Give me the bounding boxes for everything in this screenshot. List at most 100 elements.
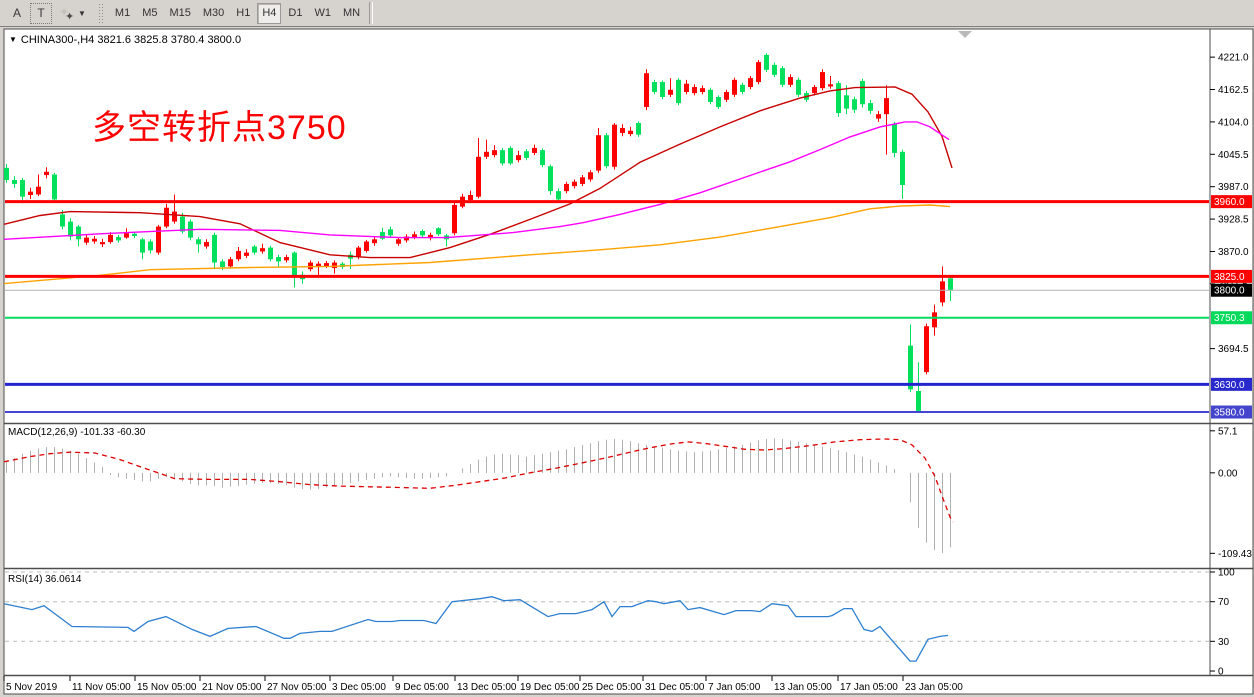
candle-down [916, 362, 921, 414]
candle-body [268, 247, 273, 260]
price-badge-text: 3800.0 [1214, 286, 1245, 297]
candle-body [332, 262, 337, 269]
candle-down [148, 239, 153, 254]
candle-body [212, 234, 217, 263]
tf-button-mn[interactable]: MN [338, 3, 365, 24]
macd-axis[interactable]: 57.1 0.00 -109.43 [1210, 426, 1252, 560]
candle-body [740, 84, 745, 93]
candle-body [684, 83, 689, 93]
candle-body [468, 194, 473, 200]
date-axis[interactable]: 5 Nov 2019 11 Nov 05:00 15 Nov 05:00 21 Nov… [3, 676, 963, 693]
candle-up [452, 202, 457, 236]
candle-body [732, 79, 737, 95]
candle-body [372, 239, 377, 244]
candle-body [548, 166, 553, 192]
macd-histogram [6, 438, 951, 554]
candle-down [676, 78, 681, 106]
candle-down [796, 77, 801, 97]
candle-up [828, 75, 833, 89]
arrows-style-button[interactable]: ✦ ✦ ▼ [54, 2, 91, 25]
candle-down [116, 234, 121, 243]
price-axis[interactable]: 4221.0 4162.5 4104.0 4045.5 3987.0 3928.5 3870… [1210, 53, 1252, 419]
tf-button-m5[interactable]: M5 [137, 3, 162, 24]
toolbar-grip[interactable] [97, 3, 105, 23]
candle-body [260, 248, 265, 252]
price-tick-label: 3870.0 [1218, 247, 1249, 258]
candle-body [252, 246, 257, 253]
price-badge-text: 3825.0 [1214, 272, 1245, 283]
ma-fast-orange [3, 204, 951, 285]
price-tick-label: 4104.0 [1218, 117, 1249, 128]
candle-body [900, 151, 905, 186]
candle-body [884, 98, 889, 115]
candle-body [228, 259, 233, 267]
chart-annotation-text[interactable]: 多空转折点3750 [92, 109, 347, 147]
candle-body [852, 99, 857, 110]
tf-button-w1[interactable]: W1 [309, 3, 336, 24]
candle-down [52, 172, 57, 203]
tf-button-m30[interactable]: M30 [198, 3, 229, 24]
candle-body [516, 155, 521, 161]
candle-up [476, 137, 481, 199]
candle-body [836, 83, 841, 114]
candle-down [548, 164, 553, 195]
tf-button-h4[interactable]: H4 [257, 2, 282, 24]
candle-down [268, 245, 273, 262]
tf-button-m1[interactable]: M1 [110, 3, 135, 24]
candle-body [948, 278, 953, 291]
price-badge-3750.3: 3750.3 [1211, 311, 1252, 325]
candle-body [764, 54, 769, 70]
text-tool-button[interactable]: T [30, 2, 52, 24]
candle-up [884, 85, 889, 155]
candle-up [924, 323, 929, 375]
candle-up [164, 203, 169, 229]
rsi-axis[interactable]: 100 70 30 0 [1210, 567, 1235, 678]
candle-body [748, 78, 753, 88]
chart-shift-marker-icon[interactable] [958, 31, 972, 38]
ma-slow-darkred [3, 86, 953, 259]
date-tick-label: 31 Dec 05:00 [645, 682, 705, 693]
ma-mid-magenta [3, 121, 950, 240]
candle-down [948, 275, 953, 302]
collapse-triangle-icon[interactable]: ▼ [9, 35, 17, 44]
annotate-text-button[interactable]: A [6, 3, 28, 24]
price-tick-label: 4221.0 [1218, 53, 1249, 64]
candle-body [100, 242, 105, 245]
candle-body [556, 191, 561, 200]
toolbar: A T ✦ ✦ ▼ M1 M5 M15 M30 H1 H4 D1 W1 MN [0, 0, 1254, 27]
tf-button-d1[interactable]: D1 [283, 3, 307, 24]
candle-body [924, 326, 929, 373]
candle-up [516, 150, 521, 163]
candle-up [284, 254, 289, 263]
candle-down [740, 82, 745, 95]
candle-down [716, 95, 721, 110]
candle-body [580, 177, 585, 184]
candle-up [44, 167, 49, 179]
candle-body [28, 191, 33, 195]
candle-body [68, 221, 73, 237]
candle-body [756, 62, 761, 83]
date-tick-label: 19 Dec 05:00 [520, 682, 580, 693]
date-tick-label: 3 Dec 05:00 [332, 682, 386, 693]
candle-body [396, 239, 401, 244]
tf-button-m15[interactable]: M15 [164, 3, 195, 24]
candle-up [932, 304, 937, 336]
candle-body [940, 281, 945, 303]
macd-tick-label: -109.43 [1218, 549, 1252, 560]
price-badge-3630.0: 3630.0 [1211, 377, 1252, 391]
candle-down [908, 324, 913, 393]
candle-up [700, 85, 705, 95]
candle-down [660, 80, 665, 100]
candle-up [28, 187, 33, 199]
tf-button-h1[interactable]: H1 [231, 3, 255, 24]
date-tick-label: 23 Jan 05:00 [905, 682, 963, 693]
candle-down [708, 87, 713, 105]
candle-body [92, 238, 97, 242]
price-badge-bg [1211, 405, 1252, 419]
candle-body [316, 263, 321, 267]
price-tick-label: 3987.0 [1218, 182, 1249, 193]
candle-up [940, 266, 945, 307]
macd-signal-line [3, 438, 954, 523]
candle-up [692, 84, 697, 96]
